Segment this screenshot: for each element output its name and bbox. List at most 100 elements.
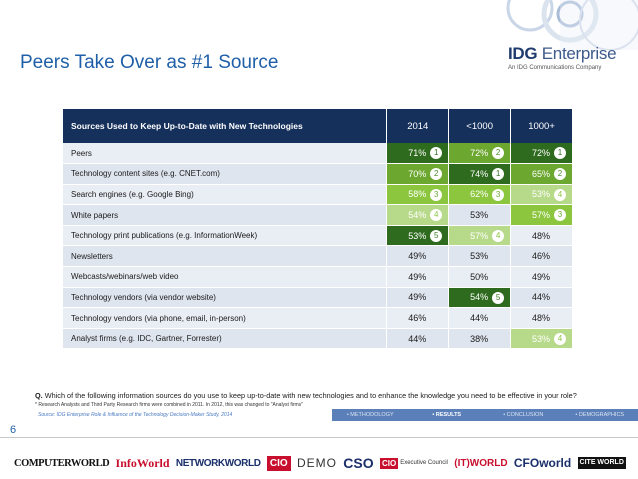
table-body: Peers 71% 1 72% 2 72% 1 Technology content site… — [63, 143, 573, 350]
rank-badge: 4 — [430, 209, 443, 222]
cell-under-1000: 57% 4 — [448, 225, 512, 247]
row-label: Peers — [63, 143, 388, 165]
cell-value: 49% — [408, 251, 427, 262]
row-label: Technology print publications (e.g. Info… — [63, 225, 388, 247]
cell-value: 53% — [408, 230, 427, 241]
cell-1000-plus: 46% — [510, 245, 573, 268]
question-text: Which of the following information sourc… — [44, 391, 577, 400]
sources-table: Sources Used to Keep Up-to-Date with New… — [63, 109, 573, 350]
survey-question: Q. Which of the following information so… — [35, 391, 577, 400]
cell-1000-plus: 49% — [510, 266, 573, 288]
cell-1000-plus: 48% — [510, 225, 573, 247]
cell-value: 38% — [470, 333, 489, 344]
nav-demographics[interactable]: • DEMOGRAPHICS — [575, 412, 625, 418]
infoworld-logo: InfoWorld — [115, 455, 170, 470]
cell-2014: 44% — [386, 328, 450, 350]
rank-badge: 5 — [492, 291, 505, 304]
table-row: Webcasts/webinars/web video 49% 50% 49% — [63, 266, 573, 288]
rank-badge: 2 — [430, 168, 443, 181]
rank-badge: 4 — [492, 229, 505, 242]
logo-name-light: Enterprise — [541, 44, 617, 63]
cell-1000-plus: 53% 4 — [510, 184, 573, 206]
cell-under-1000: 53% — [448, 204, 512, 226]
table-row: Analyst firms (e.g. IDC, Gartner, Forres… — [63, 328, 573, 350]
cell-value: 57% — [531, 210, 550, 221]
cell-under-1000: 50% — [448, 266, 512, 288]
technology-graphic — [460, 0, 638, 50]
cio-ec-box: CIO — [379, 457, 399, 469]
rank-badge: 1 — [492, 168, 505, 181]
rank-badge: 1 — [430, 147, 443, 159]
cell-1000-plus: 57% 3 — [510, 204, 573, 226]
cell-value: 44% — [531, 292, 550, 303]
computerworld-logo: COMPUTERWORLD — [14, 457, 110, 469]
itworld-logo: (IT)WORLD — [454, 457, 508, 469]
cell-2014: 49% — [386, 266, 450, 288]
brand-logos: COMPUTERWORLD InfoWorld NETWORKWORLD CIO… — [14, 450, 626, 476]
cell-value: 53% — [470, 210, 489, 221]
idg-enterprise-logo: IDG Enterprise An IDG Communications Com… — [508, 44, 628, 71]
cell-2014: 71% 1 — [386, 143, 450, 165]
cell-value: 57% — [470, 230, 489, 241]
logo-tagline: An IDG Communications Company — [508, 65, 602, 71]
cell-value: 48% — [531, 313, 550, 324]
cio-logo: CIO — [266, 455, 291, 471]
cell-value: 53% — [531, 189, 550, 200]
nav-methodology[interactable]: • METHODOLOGY — [346, 412, 394, 418]
rank-badge: 3 — [430, 188, 443, 201]
table-row: Peers 71% 1 72% 2 72% 1 — [63, 143, 573, 165]
cell-value: 46% — [531, 251, 550, 262]
slide-title: Peers Take Over as #1 Source — [20, 52, 279, 73]
cell-under-1000: 44% — [448, 307, 512, 329]
cell-2014: 49% — [386, 287, 450, 309]
cell-2014: 53% 5 — [386, 225, 450, 247]
table-row: Technology vendors (via phone, email, in… — [63, 307, 573, 329]
cell-value: 46% — [408, 313, 427, 324]
footnote: * Research Analysts and Third Party Rese… — [35, 402, 303, 408]
cio-executive-council-logo: CIO Executive Council — [379, 457, 448, 469]
cell-value: 44% — [408, 333, 427, 344]
nav-results[interactable]: • RESULTS — [432, 412, 462, 418]
table-row: White papers 54% 4 53% 57% 3 — [63, 204, 573, 226]
source-note: Source: IDG Enterprise Role & Influence … — [38, 412, 233, 418]
cell-value: 49% — [531, 271, 550, 282]
rank-badge: 4 — [554, 332, 566, 345]
cell-2014: 49% — [386, 245, 450, 268]
rank-badge: 4 — [554, 188, 566, 201]
table-row: Technology print publications (e.g. Info… — [63, 225, 573, 247]
cell-value: 71% — [408, 148, 427, 159]
rank-badge: 5 — [430, 229, 443, 242]
networkworld-logo: NETWORKWORLD — [175, 457, 261, 469]
nav-conclusion[interactable]: • CONCLUSION — [503, 412, 544, 418]
cell-value: 53% — [531, 333, 550, 344]
cell-value: 54% — [470, 292, 489, 303]
row-label: Technology vendors (via vendor website) — [63, 287, 388, 309]
row-label: Technology content sites (e.g. CNET.com) — [63, 163, 388, 185]
cell-under-1000: 54% 5 — [448, 287, 512, 309]
cell-2014: 54% 4 — [386, 204, 450, 226]
header-under-1000: <1000 — [448, 109, 512, 143]
section-nav: • METHODOLOGY • RESULTS • CONCLUSION • D… — [332, 409, 638, 421]
table-row: Newsletters 49% 53% 46% — [63, 245, 573, 268]
cell-value: 65% — [531, 168, 550, 179]
cell-1000-plus: 48% — [510, 307, 573, 329]
cell-under-1000: 53% — [448, 245, 512, 268]
row-label: Newsletters — [63, 245, 388, 268]
cell-1000-plus: 65% 2 — [510, 163, 573, 185]
cell-value: 74% — [470, 168, 489, 179]
cell-value: 48% — [531, 230, 550, 241]
cio-ec-text: Executive Council — [400, 460, 448, 466]
cell-1000-plus: 72% 1 — [510, 143, 573, 165]
cell-value: 62% — [470, 189, 489, 200]
cell-value: 50% — [470, 271, 489, 282]
rank-badge: 3 — [492, 188, 505, 201]
cell-2014: 70% 2 — [386, 163, 450, 185]
question-prefix: Q. — [35, 391, 43, 400]
citeworld-logo: CITE WORLD — [577, 457, 626, 469]
table-row: Search engines (e.g. Google Bing) 58% 3 62%… — [63, 184, 573, 206]
row-label: Analyst firms (e.g. IDC, Gartner, Forres… — [63, 328, 388, 350]
cell-under-1000: 38% — [448, 328, 512, 350]
demo-logo: DEMO — [296, 456, 337, 470]
cso-logo: CSO — [343, 455, 374, 471]
rank-badge: 2 — [492, 147, 505, 159]
